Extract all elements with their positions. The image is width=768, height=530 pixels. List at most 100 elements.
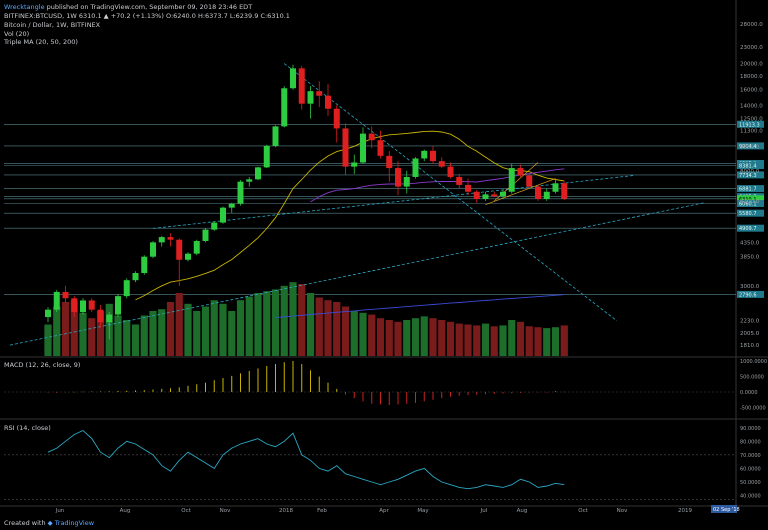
candle-body [333, 108, 340, 129]
candle-body [228, 203, 235, 208]
candle-body [447, 166, 454, 177]
price-tick: 12500.0 [740, 117, 763, 123]
volume-bar [315, 297, 323, 356]
volume-bar [140, 315, 148, 356]
level-label-bg [737, 185, 764, 193]
volume-bar [403, 320, 411, 356]
candle-body [62, 291, 69, 299]
candle-body [132, 272, 139, 281]
macd-bar [415, 392, 416, 403]
candle-body [491, 194, 498, 197]
macd-bar [362, 392, 364, 402]
price-tick: 18000.0 [740, 74, 763, 80]
macd-tick: 500.0000 [740, 375, 764, 381]
candlesticks[interactable] [45, 64, 568, 340]
candle-body [482, 194, 489, 199]
candle-body [473, 191, 480, 199]
macd-bar [240, 373, 241, 392]
volume-bar [481, 323, 490, 356]
macd-bar [397, 392, 399, 405]
volume-bar [166, 302, 175, 356]
time-tick: Jun [55, 508, 65, 514]
volume-bar [525, 326, 533, 356]
macd-bar [520, 392, 521, 393]
price-tick: 3000.0 [740, 284, 760, 290]
level-label: 2790.6 [739, 292, 757, 298]
candle-body [298, 68, 305, 104]
volume-bar [490, 326, 498, 356]
candle-body [500, 191, 506, 197]
macd-bar [327, 382, 329, 392]
volume-bar [341, 306, 350, 356]
chart-gridlines [0, 0, 768, 512]
volume-bar [289, 282, 297, 356]
macd-bar [406, 392, 408, 404]
candle-body [80, 300, 86, 313]
volume-bars [44, 282, 568, 356]
volume-bar [149, 311, 157, 356]
level-label-bg [737, 142, 764, 150]
level-label: 9904.4 [739, 144, 757, 150]
volume-bar [306, 293, 315, 356]
macd-bar [485, 392, 486, 395]
price-tick: 2005.0 [740, 331, 760, 337]
date-badge-bg [711, 505, 737, 513]
candle-body [421, 150, 428, 159]
macd-bar [467, 392, 469, 396]
volume-bar [271, 289, 280, 356]
macd-bar [345, 392, 346, 395]
candle-body [263, 145, 270, 168]
level-label-bg [737, 195, 764, 203]
candle-body [123, 280, 130, 297]
volume-bar [96, 311, 105, 356]
macd-bar [511, 392, 513, 394]
volume-bar [333, 302, 341, 356]
rsi-tick: 80.0000 [740, 439, 761, 445]
candle-body [517, 168, 524, 176]
time-tick: 2019 [678, 508, 692, 514]
volume-bar [508, 320, 516, 356]
macd-bar [143, 390, 145, 392]
price-tick: 16000.0 [740, 88, 763, 94]
price-tick: 11300.0 [740, 128, 763, 134]
price-tick: 28000.0 [740, 22, 763, 28]
volume-bar [455, 323, 463, 356]
macd-bar [555, 391, 556, 392]
level-label: 5580.7 [739, 211, 757, 217]
macd-bar [528, 392, 530, 393]
candle-body [368, 133, 375, 141]
price-tick: 9850.0 [740, 145, 760, 151]
macd-bar [205, 382, 206, 392]
time-tick: May [417, 508, 429, 514]
author-link[interactable]: Wrecktangle [4, 3, 45, 11]
volume-bar [175, 293, 183, 356]
price-tick: 4350.0 [740, 240, 760, 246]
candle-body [246, 179, 253, 182]
publish-info: published on TradingView.com, September … [46, 3, 253, 11]
level-label: 4909.7 [739, 226, 757, 232]
macd-bar [178, 387, 180, 392]
macd-bar [318, 376, 320, 392]
volume-bar [350, 311, 358, 356]
volume-bar [473, 325, 481, 356]
volume-bar [499, 325, 507, 356]
level-label-bg [737, 290, 764, 298]
macd-bar [275, 364, 276, 392]
volume-bar [245, 296, 253, 356]
volume-bar [464, 324, 472, 356]
price-tick: 20000.0 [740, 62, 763, 68]
candle-body [377, 140, 384, 156]
candle-body [88, 300, 95, 310]
price-tick: 14000.0 [740, 103, 763, 109]
time-tick: Apr [379, 508, 389, 514]
volume-bar [61, 302, 70, 356]
volume-bar [376, 318, 385, 356]
time-tick: Nov [617, 508, 628, 514]
candle-body [106, 314, 113, 323]
macd-bar [546, 392, 548, 393]
rising-trendline [152, 175, 635, 229]
moving-averages [135, 130, 565, 319]
tradingview-link[interactable]: TradingView [54, 519, 95, 527]
candle-body [543, 191, 550, 199]
